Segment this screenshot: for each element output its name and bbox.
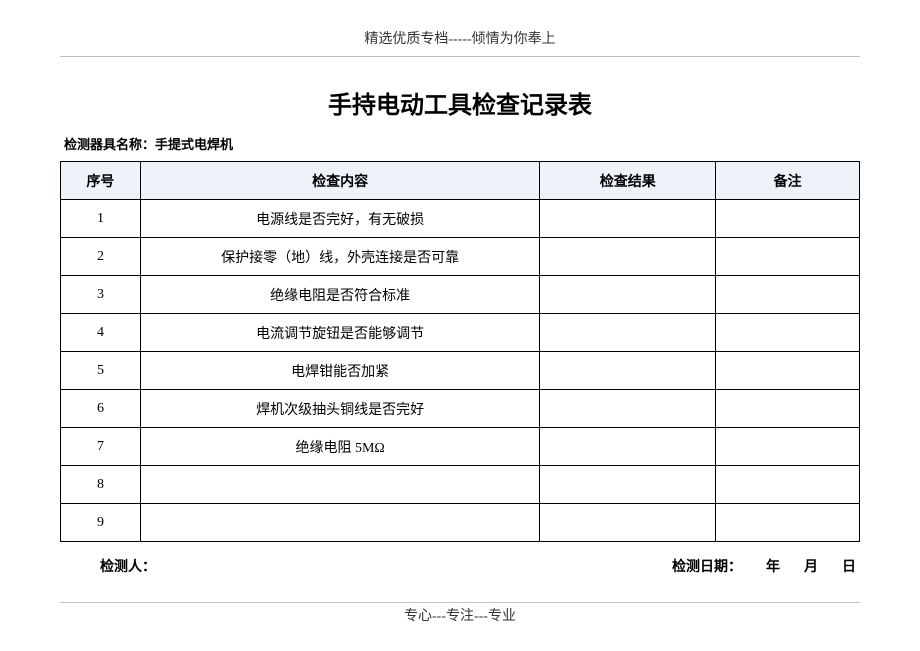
table-row: 4 电流调节旋钮是否能够调节 (61, 314, 860, 352)
table-row: 6 焊机次级抽头铜线是否完好 (61, 390, 860, 428)
footer-divider (60, 602, 860, 603)
cell-seq: 1 (61, 200, 141, 238)
table-row: 2 保护接零（地）线，外壳连接是否可靠 (61, 238, 860, 276)
cell-note (716, 352, 860, 390)
cell-note (716, 504, 860, 542)
cell-seq: 7 (61, 428, 141, 466)
cell-content: 绝缘电阻 5MΩ (140, 428, 540, 466)
cell-seq: 3 (61, 276, 141, 314)
page-title: 手持电动工具检查记录表 (60, 85, 860, 120)
cell-seq: 6 (61, 390, 141, 428)
year-label: 年 (766, 556, 780, 576)
cell-result (540, 352, 716, 390)
table-row: 7 绝缘电阻 5MΩ (61, 428, 860, 466)
inspection-table: 序号 检查内容 检查结果 备注 1 电源线是否完好，有无破损 2 保护接零（地）… (60, 161, 860, 542)
cell-result (540, 276, 716, 314)
col-header-content: 检查内容 (140, 162, 540, 200)
col-header-note: 备注 (716, 162, 860, 200)
cell-result (540, 428, 716, 466)
device-name-label: 检测器具名称：手提式电焊机 (64, 134, 860, 153)
cell-note (716, 314, 860, 352)
table-row: 5 电焊钳能否加紧 (61, 352, 860, 390)
cell-content (140, 504, 540, 542)
cell-note (716, 276, 860, 314)
cell-content: 电流调节旋钮是否能够调节 (140, 314, 540, 352)
cell-content (140, 466, 540, 504)
document-page: 精选优质专档-----倾情为你奉上 手持电动工具检查记录表 检测器具名称：手提式… (0, 0, 920, 596)
table-body: 1 电源线是否完好，有无破损 2 保护接零（地）线，外壳连接是否可靠 3 绝缘电… (61, 200, 860, 542)
cell-result (540, 504, 716, 542)
cell-note (716, 200, 860, 238)
cell-seq: 4 (61, 314, 141, 352)
date-section: 检测日期： 年 月 日 (648, 556, 856, 576)
date-label: 检测日期： (672, 556, 742, 576)
cell-note (716, 428, 860, 466)
cell-content: 电源线是否完好，有无破损 (140, 200, 540, 238)
day-label: 日 (842, 556, 856, 576)
cell-content: 绝缘电阻是否符合标准 (140, 276, 540, 314)
cell-result (540, 390, 716, 428)
cell-result (540, 238, 716, 276)
col-header-seq: 序号 (61, 162, 141, 200)
inspector-label: 检测人： (100, 556, 648, 576)
month-label: 月 (804, 556, 818, 576)
cell-content: 保护接零（地）线，外壳连接是否可靠 (140, 238, 540, 276)
cell-result (540, 200, 716, 238)
cell-note (716, 466, 860, 504)
cell-note (716, 238, 860, 276)
cell-result (540, 466, 716, 504)
cell-result (540, 314, 716, 352)
col-header-result: 检查结果 (540, 162, 716, 200)
cell-seq: 2 (61, 238, 141, 276)
cell-note (716, 390, 860, 428)
page-header: 精选优质专档-----倾情为你奉上 (60, 28, 860, 57)
cell-content: 焊机次级抽头铜线是否完好 (140, 390, 540, 428)
cell-seq: 8 (61, 466, 141, 504)
cell-seq: 5 (61, 352, 141, 390)
table-row: 1 电源线是否完好，有无破损 (61, 200, 860, 238)
page-footer: 专心---专注---专业 (0, 605, 920, 625)
signature-row: 检测人： 检测日期： 年 月 日 (60, 556, 860, 576)
cell-content: 电焊钳能否加紧 (140, 352, 540, 390)
table-header-row: 序号 检查内容 检查结果 备注 (61, 162, 860, 200)
table-row: 9 (61, 504, 860, 542)
cell-seq: 9 (61, 504, 141, 542)
table-row: 8 (61, 466, 860, 504)
table-row: 3 绝缘电阻是否符合标准 (61, 276, 860, 314)
